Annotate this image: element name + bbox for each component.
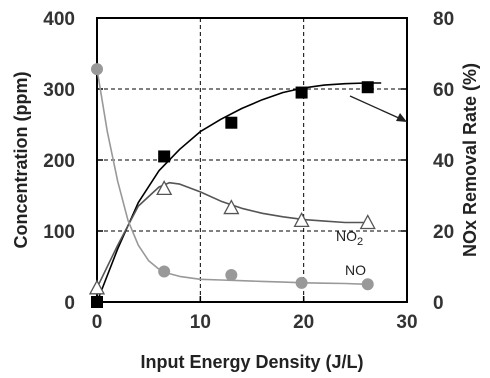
y-tick-label: 100 <box>43 222 75 243</box>
no-marker <box>158 265 171 278</box>
y2-axis-title: NOx Removal Rate (%) <box>460 63 480 257</box>
x-tick-label: 10 <box>190 312 211 333</box>
no-marker <box>225 269 238 282</box>
nox-marker <box>361 81 374 94</box>
y2-tick-label: 60 <box>433 80 454 101</box>
no-marker <box>91 63 103 76</box>
nox-marker <box>225 116 238 129</box>
no-curve <box>96 68 368 286</box>
no2-curve <box>96 181 368 289</box>
no2-marker <box>293 211 310 227</box>
nox-curve <box>96 82 382 303</box>
y2-tick-label: 20 <box>433 222 454 243</box>
nox-marker <box>158 150 171 163</box>
no2-subscript: 2 <box>357 236 363 248</box>
y-axis-title: Concentration (ppm) <box>11 72 31 249</box>
annotations: NO2 NO <box>336 95 407 278</box>
no-series-label: NO <box>345 262 366 278</box>
y-tick-label: 200 <box>43 151 75 172</box>
no2-marker <box>223 199 240 215</box>
x-tick-label: 30 <box>396 312 417 333</box>
no2-series-label: NO2 <box>336 228 363 248</box>
y-tick-label: 300 <box>43 80 75 101</box>
no2-marker <box>359 214 376 230</box>
y-tick-label: 0 <box>64 293 75 314</box>
y-tick-label: 400 <box>43 9 75 30</box>
series-markers <box>88 63 376 308</box>
x-tick-label: 0 <box>92 312 103 333</box>
axis-ticks <box>96 17 408 303</box>
no-marker <box>295 276 308 289</box>
no2-marker <box>156 180 173 196</box>
no-marker <box>361 278 374 291</box>
x-tick-label: 20 <box>293 312 314 333</box>
nox-marker <box>91 296 103 308</box>
y2-tick-label: 80 <box>433 9 454 30</box>
x-axis-title: Input Energy Density (J/L) <box>140 352 363 372</box>
y2-tick-label: 40 <box>433 151 454 172</box>
y2-tick-label: 0 <box>433 293 444 314</box>
grid-lines <box>97 18 407 302</box>
nox-right-axis-arrow <box>349 95 402 120</box>
nox-marker <box>295 86 308 99</box>
series-curves <box>96 68 382 303</box>
nox-arrow-head <box>396 113 407 122</box>
no2-marker <box>88 279 106 295</box>
